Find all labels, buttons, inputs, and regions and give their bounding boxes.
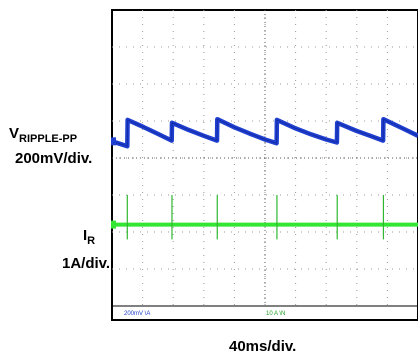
ripple-voltage-trace-core (111, 118, 418, 147)
ch1-name-label: VRIPPLE-PP (9, 125, 78, 145)
status-bar: 200mV \A 10 A \N (112, 305, 418, 317)
ch1-readout: 200mV \A (124, 311, 150, 317)
ch2-scale-label: 1A/div. (62, 255, 111, 272)
ch2-readout: 10 A \N (266, 311, 285, 317)
ch2-name-label: IR (83, 227, 96, 247)
timebase-label: 40ms/div. (229, 338, 297, 355)
traces (111, 116, 418, 240)
channel-markers (111, 137, 116, 229)
ch1-marker (111, 137, 116, 146)
ch1-scale-label: 200mV/div. (15, 150, 93, 167)
ch2-marker (111, 220, 116, 229)
grid (112, 10, 418, 306)
